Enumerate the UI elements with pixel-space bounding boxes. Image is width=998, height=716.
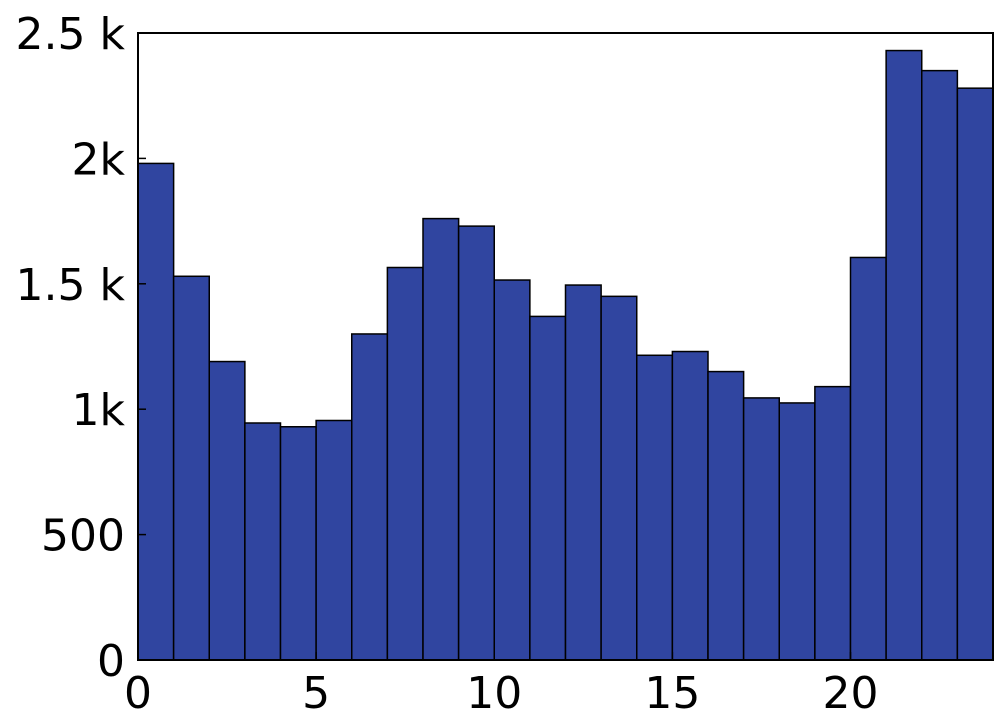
bar — [137, 162, 175, 661]
bar — [279, 426, 317, 661]
x-tick-label: 5 — [302, 668, 330, 716]
bar — [422, 217, 460, 661]
bar — [600, 295, 638, 661]
x-tick-label: 10 — [466, 668, 522, 716]
bar — [921, 69, 959, 661]
y-tick-label: 1k — [72, 385, 126, 436]
bar — [457, 225, 495, 661]
x-tick-label: 15 — [644, 668, 700, 716]
bar — [778, 402, 816, 661]
y-tick-label: 1.5 k — [16, 260, 126, 311]
bar — [849, 256, 887, 661]
bar — [315, 419, 353, 661]
bar — [208, 360, 246, 661]
bar — [172, 275, 210, 661]
bar — [529, 315, 567, 661]
y-tick-label: 2.5 k — [16, 9, 126, 60]
bar — [493, 279, 531, 661]
bar — [671, 350, 709, 661]
y-tick-label: 2k — [72, 134, 126, 185]
bar — [742, 397, 780, 661]
bar — [564, 284, 602, 661]
x-tick-label: 0 — [124, 668, 152, 716]
bar — [386, 266, 424, 661]
bar — [707, 370, 745, 661]
bar — [244, 422, 282, 661]
bar — [351, 333, 389, 661]
y-tick-label: 500 — [41, 511, 125, 562]
plot-frame — [137, 32, 994, 661]
bar — [885, 49, 923, 661]
bar — [956, 87, 994, 661]
bar — [636, 354, 674, 661]
bar — [814, 385, 852, 661]
y-tick-label: 0 — [97, 636, 125, 687]
x-tick-label: 20 — [823, 668, 879, 716]
